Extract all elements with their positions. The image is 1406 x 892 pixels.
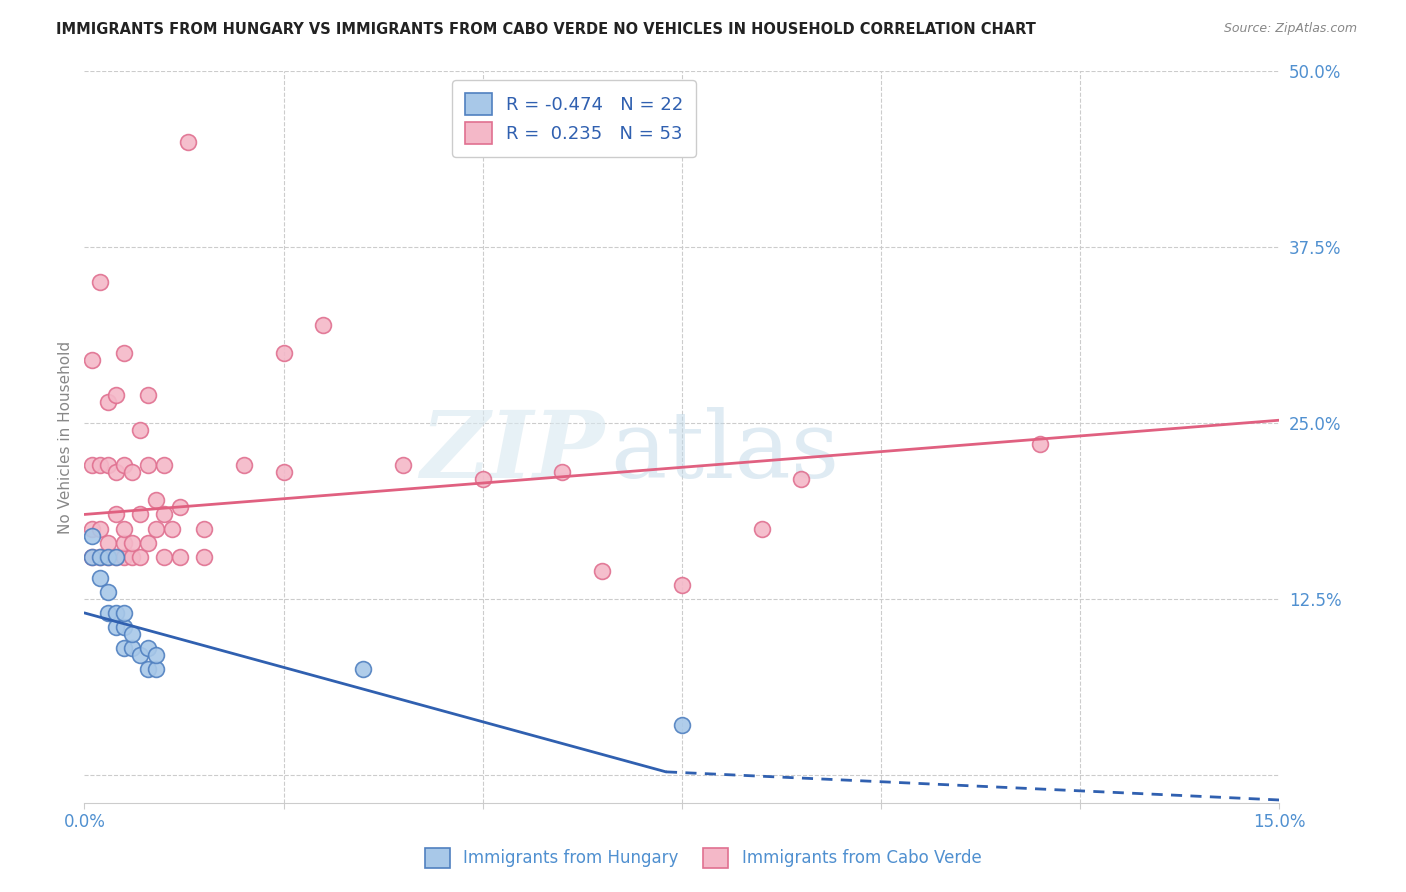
Text: atlas: atlas	[610, 407, 839, 497]
Text: IMMIGRANTS FROM HUNGARY VS IMMIGRANTS FROM CABO VERDE NO VEHICLES IN HOUSEHOLD C: IMMIGRANTS FROM HUNGARY VS IMMIGRANTS FR…	[56, 22, 1036, 37]
Point	[551, 465, 574, 479]
Point	[112, 345, 135, 359]
Point	[89, 522, 111, 536]
Point	[112, 549, 135, 564]
Point	[112, 641, 135, 656]
Point	[97, 535, 120, 549]
Point	[105, 620, 128, 634]
Point	[160, 522, 183, 536]
Y-axis label: No Vehicles in Household: No Vehicles in Household	[58, 341, 73, 533]
Point	[105, 508, 128, 522]
Text: Source: ZipAtlas.com: Source: ZipAtlas.com	[1223, 22, 1357, 36]
Point	[751, 522, 773, 536]
Point	[273, 345, 295, 359]
Point	[97, 395, 120, 409]
Point	[121, 641, 143, 656]
Point	[1029, 437, 1052, 451]
Point	[82, 549, 104, 564]
Point	[136, 535, 159, 549]
Point	[105, 388, 128, 402]
Point	[97, 458, 120, 473]
Point	[82, 549, 104, 564]
Point	[105, 465, 128, 479]
Point	[193, 522, 215, 536]
Point	[136, 662, 159, 676]
Legend: R = -0.474   N = 22, R =  0.235   N = 53: R = -0.474 N = 22, R = 0.235 N = 53	[451, 80, 696, 157]
Point	[97, 549, 120, 564]
Point	[153, 458, 176, 473]
Point	[121, 627, 143, 641]
Point	[129, 508, 152, 522]
Point	[136, 641, 159, 656]
Point	[232, 458, 254, 473]
Point	[82, 458, 104, 473]
Legend: Immigrants from Hungary, Immigrants from Cabo Verde: Immigrants from Hungary, Immigrants from…	[418, 841, 988, 875]
Point	[89, 549, 111, 564]
Point	[89, 458, 111, 473]
Point	[312, 318, 335, 332]
Text: ZIP: ZIP	[420, 407, 605, 497]
Point	[97, 549, 120, 564]
Point	[129, 549, 152, 564]
Point	[671, 578, 693, 592]
Point	[89, 276, 111, 290]
Point	[169, 500, 191, 515]
Point	[97, 584, 120, 599]
Point	[273, 465, 295, 479]
Point	[112, 535, 135, 549]
Point	[105, 549, 128, 564]
Point	[145, 493, 167, 508]
Point	[105, 549, 128, 564]
Point	[352, 662, 374, 676]
Point	[193, 549, 215, 564]
Point	[121, 549, 143, 564]
Point	[121, 465, 143, 479]
Point	[177, 135, 200, 149]
Point	[153, 508, 176, 522]
Point	[790, 472, 813, 486]
Point	[112, 606, 135, 620]
Point	[136, 458, 159, 473]
Point	[145, 662, 167, 676]
Point	[121, 535, 143, 549]
Point	[671, 718, 693, 732]
Point	[136, 388, 159, 402]
Point	[129, 423, 152, 437]
Point	[392, 458, 415, 473]
Point	[82, 522, 104, 536]
Point	[112, 522, 135, 536]
Point	[145, 648, 167, 662]
Point	[471, 472, 494, 486]
Point	[89, 571, 111, 585]
Point	[97, 606, 120, 620]
Point	[82, 528, 104, 542]
Point	[82, 352, 104, 367]
Point	[112, 458, 135, 473]
Point	[591, 564, 613, 578]
Point	[153, 549, 176, 564]
Point	[112, 620, 135, 634]
Point	[169, 549, 191, 564]
Point	[129, 648, 152, 662]
Point	[145, 522, 167, 536]
Point	[105, 606, 128, 620]
Point	[89, 549, 111, 564]
